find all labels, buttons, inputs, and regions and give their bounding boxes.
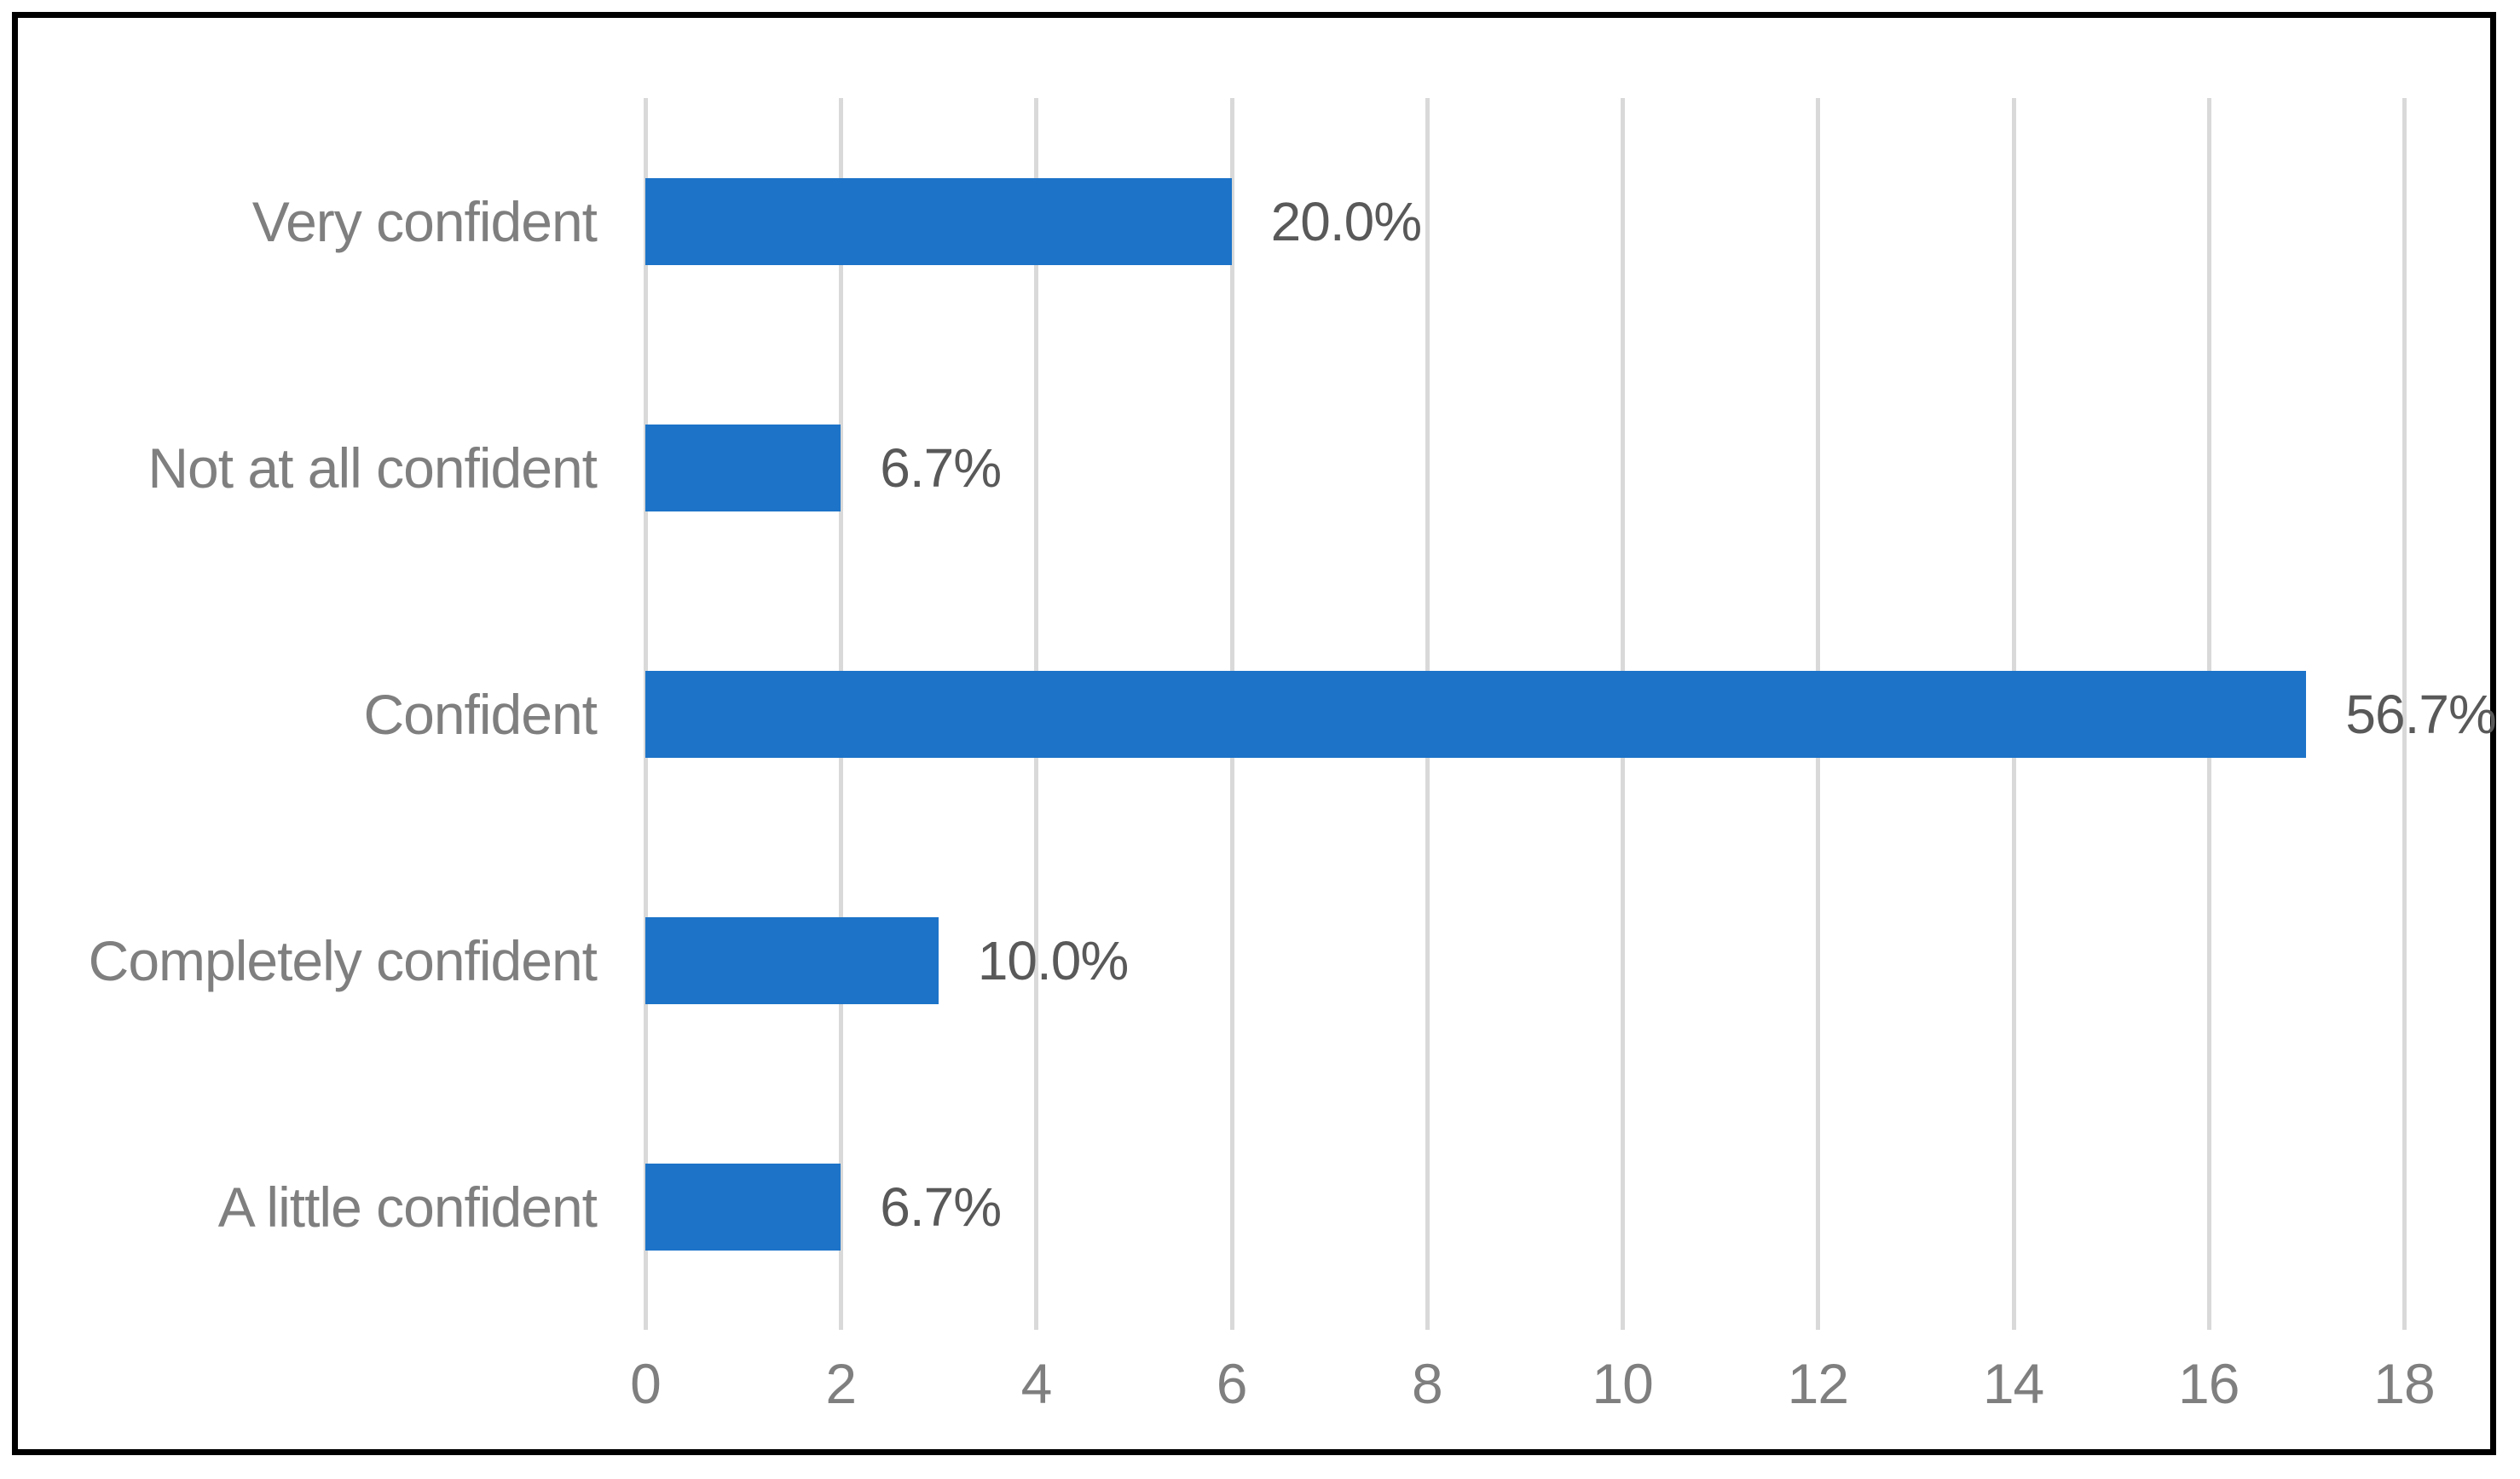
x-axis-tick-label: 0 bbox=[630, 1352, 662, 1415]
category-label: Not at all confident bbox=[147, 436, 598, 500]
gridline bbox=[2402, 98, 2407, 1330]
category-label: A little confident bbox=[217, 1175, 598, 1239]
x-axis-tick-label: 10 bbox=[1592, 1352, 1653, 1415]
x-axis-tick-label: 18 bbox=[2373, 1352, 2435, 1415]
x-axis-tick-label: 8 bbox=[1412, 1352, 1443, 1415]
x-axis-tick-label: 12 bbox=[1787, 1352, 1849, 1415]
category-label: Very confident bbox=[251, 189, 598, 253]
bar bbox=[645, 424, 841, 511]
value-label: 56.7% bbox=[2345, 683, 2496, 745]
bar-row: Completely confident 10.0% bbox=[0, 837, 2520, 1083]
bar bbox=[645, 1163, 841, 1251]
x-axis-tick-label: 4 bbox=[1020, 1352, 1053, 1415]
bar-row: A little confident 6.7% bbox=[0, 1083, 2520, 1330]
x-axis-tick-label: 14 bbox=[1982, 1352, 2044, 1415]
bar-row: Confident 56.7% bbox=[0, 591, 2520, 837]
value-label: 6.7% bbox=[880, 1176, 1002, 1238]
x-axis-tick-label: 16 bbox=[2178, 1352, 2240, 1415]
category-label: Completely confident bbox=[88, 928, 598, 992]
bar-row: Very confident 20.0% bbox=[0, 98, 2520, 344]
bar bbox=[645, 177, 1232, 265]
bar bbox=[645, 670, 2307, 758]
bar bbox=[645, 916, 939, 1004]
value-label: 20.0% bbox=[1270, 190, 1422, 252]
value-label: 10.0% bbox=[977, 929, 1129, 991]
x-axis-tick-label: 6 bbox=[1216, 1352, 1248, 1415]
category-label: Confident bbox=[363, 682, 598, 746]
bar-row: Not at all confident 6.7% bbox=[0, 344, 2520, 591]
value-label: 6.7% bbox=[880, 436, 1002, 499]
x-axis-tick-label: 2 bbox=[825, 1352, 857, 1415]
